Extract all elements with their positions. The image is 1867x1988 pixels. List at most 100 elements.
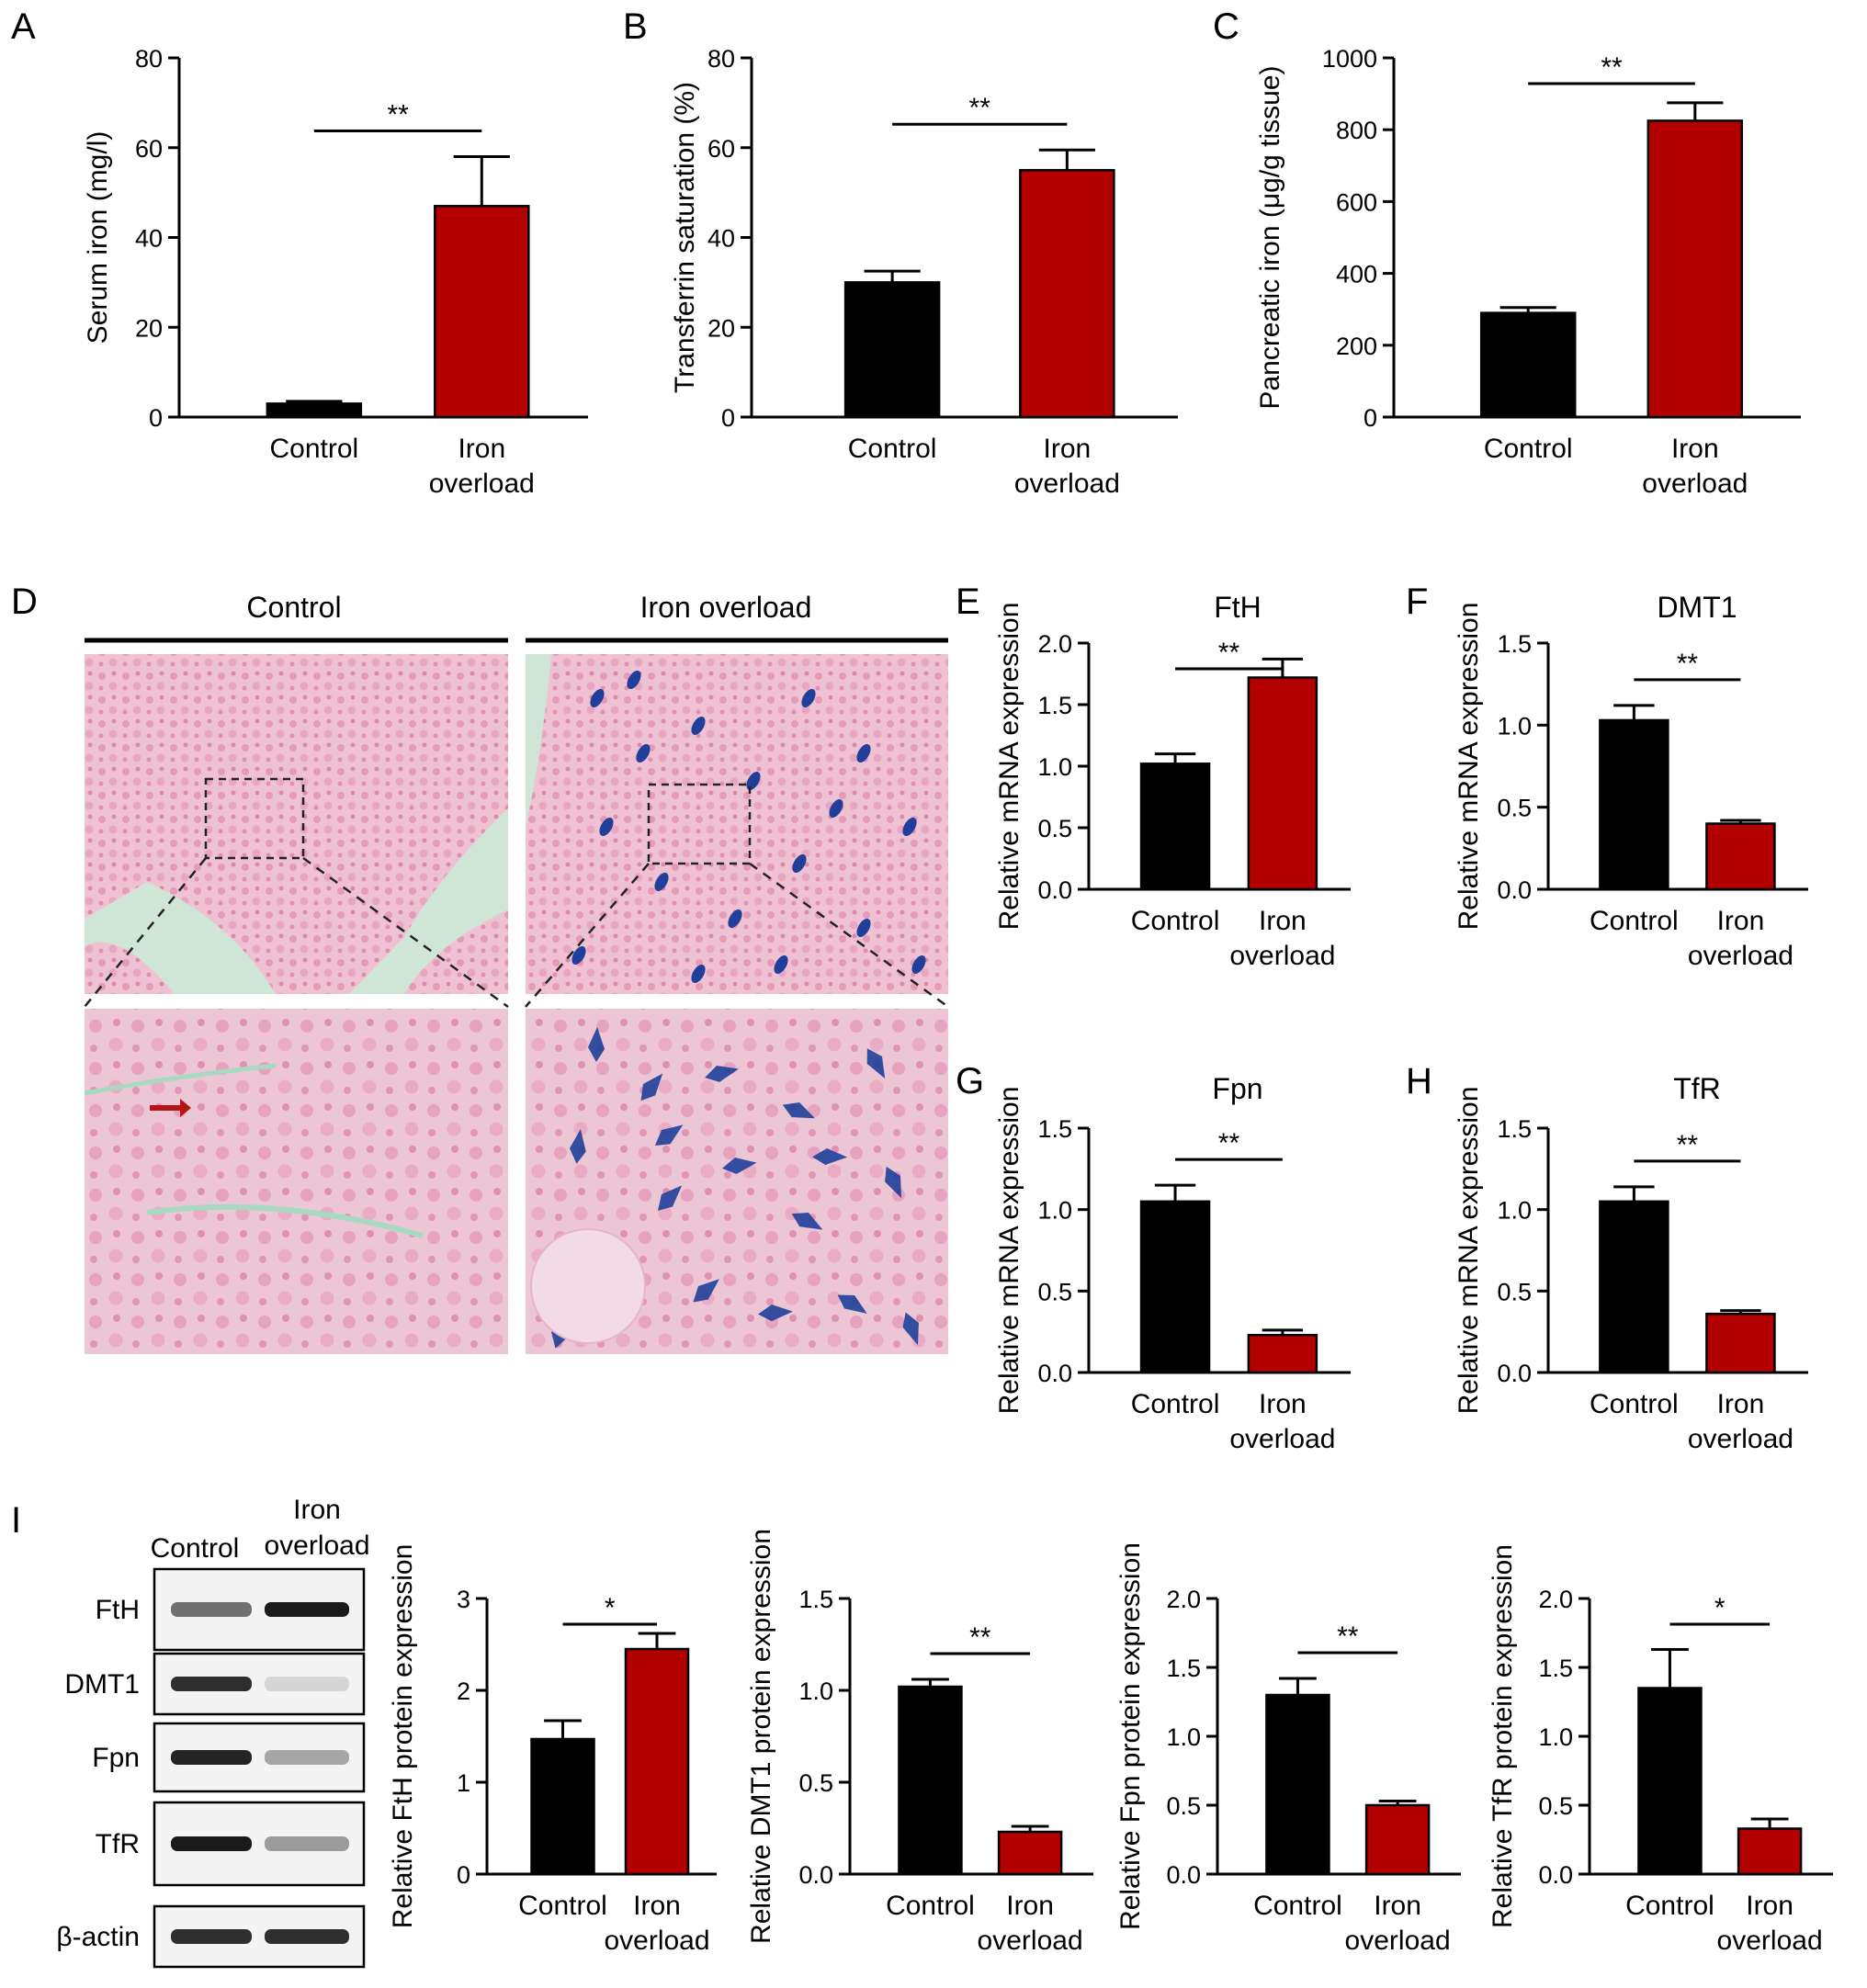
blot-lane-label-iron: Iron xyxy=(293,1495,341,1525)
chart-I2: 0.0 0.5 1.0 1.5 Relative DMT1 protein expres… xyxy=(746,1529,1093,1956)
category-word: overload xyxy=(429,469,535,499)
category-label-control: Control xyxy=(1625,1891,1714,1921)
category-word: overload xyxy=(1345,1926,1451,1956)
y-tick-label: 0.5 xyxy=(1538,1792,1573,1820)
chart-title: Fpn xyxy=(1212,1072,1262,1105)
significance-marker: ** xyxy=(1337,1621,1359,1652)
category-word: overload xyxy=(1688,1424,1793,1454)
blot-band-iron-overload xyxy=(265,1602,349,1617)
bar-iron-overload xyxy=(1019,168,1115,419)
significance-marker: ** xyxy=(1218,1128,1240,1158)
category-word: Iron xyxy=(1259,906,1307,936)
category-word: overload xyxy=(1229,941,1335,971)
y-tick-label: 0.0 xyxy=(1497,1360,1532,1387)
y-tick-label: 80 xyxy=(707,45,735,73)
bar-control xyxy=(898,1685,963,1876)
iron-deposit xyxy=(758,1305,793,1322)
tissue-septum xyxy=(146,1203,424,1238)
y-axis-title: Relative mRNA expression xyxy=(994,603,1024,931)
y-tick-label: 2.0 xyxy=(1037,630,1072,658)
panel-letter-A: A xyxy=(11,6,36,47)
panel-letter-H: H xyxy=(1406,1061,1432,1101)
chart-title: DMT1 xyxy=(1657,591,1737,624)
category-label-control: Control xyxy=(1253,1891,1342,1921)
bar-control xyxy=(1479,311,1577,419)
iron-deposit xyxy=(636,744,651,762)
y-tick-label: 2 xyxy=(457,1677,470,1705)
chart-I3: 0.0 0.5 1.0 1.5 2.0 Relative Fpn protein expr… xyxy=(1115,1542,1461,1956)
category-label-control: Control xyxy=(269,434,358,464)
tissue-region xyxy=(85,654,508,994)
category-label-iron-overload: Iron overload xyxy=(1688,906,1793,971)
y-tick-label: 0.5 xyxy=(1037,815,1072,842)
blot-label: β-actin xyxy=(56,1922,140,1952)
y-tick-label: 600 xyxy=(1336,188,1377,216)
iron-deposit xyxy=(791,1213,823,1230)
category-word: overload xyxy=(1642,469,1748,499)
category-word: Iron xyxy=(1044,434,1092,464)
y-tick-label: 400 xyxy=(1336,261,1377,288)
category-label-iron-overload: Iron overload xyxy=(1717,1891,1823,1956)
category-word: Iron xyxy=(1006,1891,1054,1921)
iron-deposit xyxy=(774,955,788,974)
tissue-septum xyxy=(84,1063,277,1096)
y-tick-label: 1.5 xyxy=(1497,630,1532,658)
y-tick-label: 800 xyxy=(1336,117,1377,144)
y-tick-label: 0.0 xyxy=(1037,876,1072,904)
iron-deposit xyxy=(837,1294,867,1314)
bar-control xyxy=(1265,1693,1330,1876)
panel-letter-C: C xyxy=(1213,6,1239,47)
category-label-iron-overload: Iron overload xyxy=(978,1891,1083,1956)
iron-deposit xyxy=(571,946,586,965)
y-axis-title: Relative mRNA expression xyxy=(994,1087,1024,1415)
y-tick-label: 1.0 xyxy=(798,1677,833,1705)
y-tick-label: 20 xyxy=(707,314,735,342)
category-label-control: Control xyxy=(1484,434,1573,464)
category-word: Iron xyxy=(1746,1891,1793,1921)
iron-deposit xyxy=(588,1027,605,1062)
significance-marker: ** xyxy=(1218,638,1240,668)
iron-deposit xyxy=(693,1279,719,1303)
y-tick-label: 0.5 xyxy=(1166,1792,1201,1820)
y-tick-label: 2.0 xyxy=(1538,1586,1573,1613)
histology-panel: Control Iron overload xyxy=(84,591,949,1354)
significance-marker: ** xyxy=(387,100,409,130)
tissue-region xyxy=(85,942,175,994)
y-tick-label: 1.0 xyxy=(1538,1723,1573,1751)
bar-control xyxy=(1637,1687,1703,1876)
iron-deposit xyxy=(866,1048,886,1079)
y-tick-label: 3 xyxy=(457,1586,470,1613)
bar-iron-overload xyxy=(1247,676,1318,891)
bar-iron-overload xyxy=(624,1647,690,1876)
iron-deposit xyxy=(829,799,843,818)
iron-deposit xyxy=(856,744,871,762)
category-label-control: Control xyxy=(848,434,937,464)
bar-iron-overload xyxy=(1364,1803,1431,1876)
y-tick-label: 0 xyxy=(721,404,735,432)
chart-G: 0.0 0.5 1.0 1.5 Relative mRNA expression Fpn C… xyxy=(994,1072,1351,1454)
y-tick-label: 60 xyxy=(707,135,735,163)
y-tick-label: 200 xyxy=(1336,333,1377,360)
iron-deposit xyxy=(691,717,706,735)
y-axis-title: Relative mRNA expression xyxy=(1454,603,1484,931)
bar-iron-overload xyxy=(1705,822,1776,891)
tissue-region xyxy=(404,909,508,994)
chart-title: FtH xyxy=(1214,591,1262,624)
chart-F: 0.0 0.5 1.0 1.5 Relative mRNA expression DMT1… xyxy=(1454,591,1808,971)
panel-letter-G: G xyxy=(956,1061,984,1101)
bar-iron-overload xyxy=(997,1830,1063,1876)
y-tick-label: 60 xyxy=(135,135,163,163)
category-label-iron-overload: Iron overload xyxy=(1642,434,1748,499)
zoom-line xyxy=(302,856,509,1009)
category-label-control: Control xyxy=(1131,906,1220,936)
blot-band-control xyxy=(171,1750,252,1765)
y-tick-label: 1000 xyxy=(1322,45,1377,73)
y-tick-label: 0 xyxy=(1363,404,1377,432)
category-label-iron-overload: Iron overload xyxy=(429,434,535,499)
panel-letter-I: I xyxy=(11,1500,21,1541)
iron-deposit xyxy=(782,1102,815,1119)
y-tick-label: 40 xyxy=(135,225,163,253)
category-word: Iron xyxy=(1717,1389,1765,1419)
bar-iron-overload xyxy=(1737,1827,1803,1876)
y-tick-label: 1.5 xyxy=(1037,692,1072,719)
